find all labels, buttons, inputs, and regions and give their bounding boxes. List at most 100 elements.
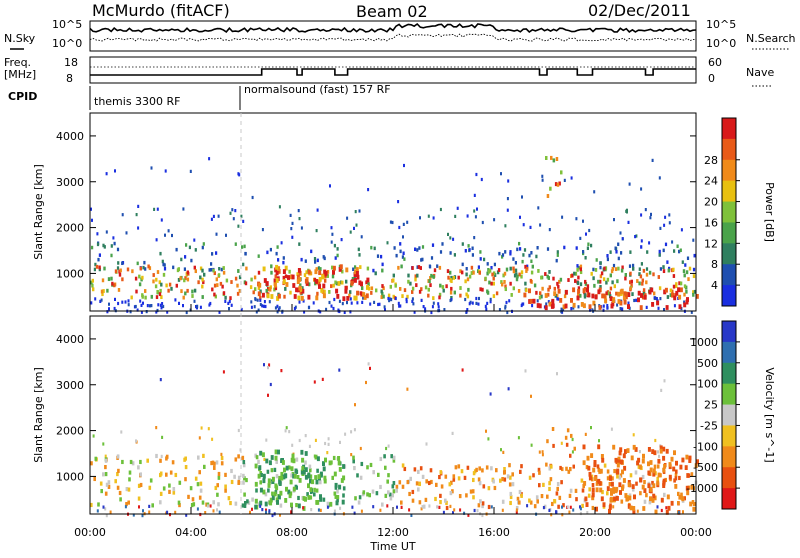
range-time-cell	[631, 487, 635, 492]
range-time-cell	[662, 269, 666, 274]
range-time-cell	[274, 455, 278, 461]
range-time-cell	[551, 501, 554, 507]
range-time-cell	[276, 296, 280, 301]
range-time-cell	[121, 261, 124, 266]
range-time-cell	[148, 485, 152, 490]
range-time-cell	[357, 500, 361, 505]
range-time-cell	[679, 287, 683, 293]
range-time-cell	[206, 504, 209, 508]
range-time-cell	[319, 497, 323, 502]
range-time-cell	[658, 253, 661, 257]
range-time-cell	[296, 475, 300, 480]
range-time-cell	[575, 497, 578, 502]
range-time-cell	[267, 393, 269, 397]
range-time-cell	[490, 281, 493, 286]
range-time-cell	[413, 467, 417, 472]
range-time-cell	[342, 296, 346, 302]
range-time-cell	[461, 270, 464, 275]
range-time-cell	[647, 470, 651, 476]
range-time-cell	[159, 288, 162, 293]
range-time-cell	[621, 265, 624, 270]
range-time-cell	[350, 301, 353, 305]
range-time-cell	[575, 246, 578, 250]
range-time-cell	[98, 267, 101, 272]
range-time-cell	[531, 304, 534, 308]
range-time-cell	[144, 289, 147, 293]
range-time-cell	[220, 461, 224, 466]
range-time-cell	[287, 489, 291, 495]
range-time-cell	[686, 297, 689, 302]
range-time-cell	[444, 474, 448, 479]
range-time-cell	[570, 307, 573, 311]
range-time-cell	[570, 433, 573, 438]
range-time-cell	[397, 265, 400, 270]
range-time-cell	[682, 510, 684, 514]
range-time-cell	[356, 473, 359, 478]
range-time-cell	[185, 513, 188, 517]
range-time-cell	[96, 242, 100, 247]
range-time-cell	[614, 488, 618, 494]
range-time-cell	[509, 500, 512, 506]
range-time-cell	[155, 277, 158, 282]
range-time-cell	[217, 214, 220, 218]
range-time-cell	[656, 464, 660, 469]
range-time-cell	[647, 447, 651, 452]
range-time-cell	[540, 494, 544, 499]
range-time-cell	[585, 502, 589, 507]
range-time-cell	[141, 294, 144, 299]
range-time-cell	[162, 304, 165, 309]
range-time-cell	[512, 266, 515, 271]
range-time-cell	[360, 281, 363, 287]
range-time-cell	[627, 482, 631, 488]
range-time-cell	[95, 264, 99, 269]
range-time-cell	[658, 249, 661, 254]
range-time-cell	[138, 505, 140, 509]
range-time-cell	[425, 442, 428, 446]
range-time-cell	[352, 455, 355, 460]
range-time-cell	[199, 266, 203, 271]
range-time-cell	[160, 454, 163, 458]
range-time-cell	[456, 206, 459, 210]
range-time-cell	[606, 486, 610, 491]
range-time-cell	[630, 279, 633, 284]
range-time-cell	[461, 262, 464, 267]
range-time-cell	[452, 276, 455, 280]
range-time-cell	[557, 288, 561, 294]
range-time-cell	[243, 492, 246, 497]
range-time-cell	[148, 266, 152, 271]
range-time-cell	[642, 288, 646, 293]
range-time-cell	[673, 450, 676, 456]
range-time-cell	[224, 299, 227, 303]
range-time-cell	[332, 455, 336, 461]
range-time-cell	[693, 253, 696, 258]
range-time-cell	[184, 255, 187, 259]
range-time-cell	[506, 197, 509, 201]
range-time-cell	[447, 275, 450, 280]
range-time-cell	[522, 253, 525, 257]
range-time-cell	[548, 301, 552, 307]
range-time-cell	[211, 437, 214, 441]
range-time-cell	[627, 504, 631, 509]
range-time-cell	[127, 299, 130, 303]
range-time-cell	[251, 507, 253, 511]
range-time-cell	[285, 426, 288, 430]
range-time-cell	[658, 454, 660, 458]
range-time-cell	[290, 466, 294, 472]
range-time-cell	[619, 307, 622, 311]
range-time-cell	[656, 505, 659, 509]
range-time-cell	[268, 286, 272, 292]
range-time-cell	[141, 514, 144, 518]
range-time-cell	[521, 259, 524, 264]
range-time-cell	[360, 461, 364, 467]
range-time-cell	[563, 245, 566, 250]
range-time-cell	[245, 266, 248, 271]
colorbar-swatch	[722, 285, 736, 307]
range-time-cell	[626, 210, 628, 214]
range-time-cell	[225, 278, 229, 283]
range-time-cell	[633, 494, 636, 500]
range-time-cell	[388, 492, 392, 497]
range-time-cell	[632, 263, 635, 268]
range-time-cell	[638, 267, 641, 271]
range-time-cell	[117, 301, 120, 306]
range-time-cell	[585, 232, 587, 236]
